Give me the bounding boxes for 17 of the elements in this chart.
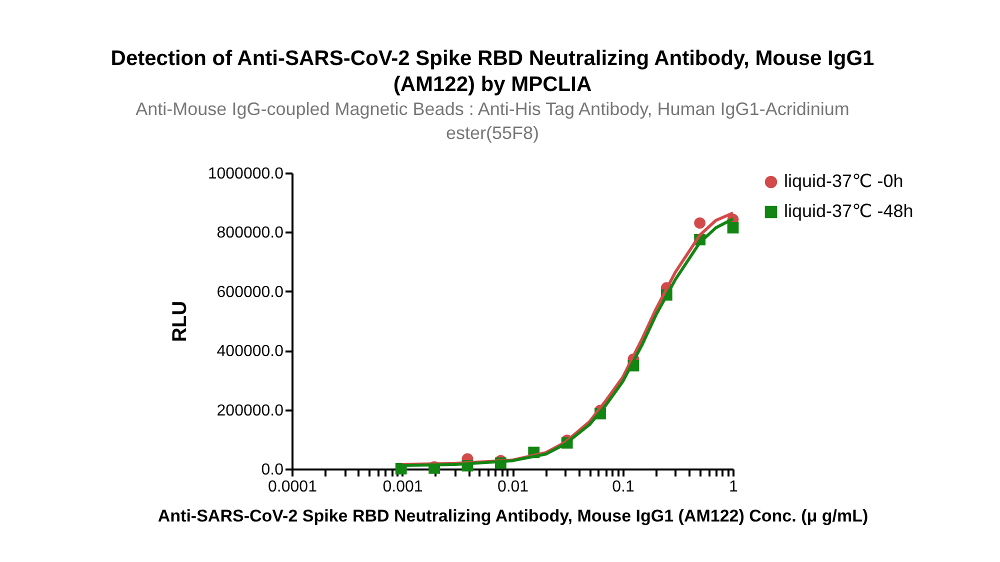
y-tick-label: 0.0	[261, 462, 284, 478]
x-tick-label: 0.01	[497, 478, 529, 496]
y-tick-label: 200000.0	[216, 402, 284, 420]
x-axis-title: Anti-SARS-CoV-2 Spike RBD Neutralizing Antibody, Mouse IgG1 (AM122) Conc. (μ g/mL)	[158, 506, 868, 526]
legend-label: liquid-37℃ -48h	[784, 201, 914, 221]
chart-title: Detection of Anti-SARS-CoV-2 Spike RBD Neutralizing Antibody, Mouse IgG1 (AM122) by MPCLIA	[110, 47, 875, 96]
y-axis-title: RLU	[168, 300, 191, 342]
x-tick-label: 0.0001	[268, 478, 318, 496]
y-tick-label: 600000.0	[216, 284, 284, 301]
legend-label: liquid-37℃ -0h	[784, 171, 904, 191]
chart-subtitle: Anti-Mouse IgG-coupled Magnetic Beads : Anti-His Tag Antibody, Human IgG1-Acridinium ester(55F8)	[136, 99, 850, 143]
y-tick-label: 1000000.0	[208, 166, 284, 182]
y-tick-label: 800000.0	[216, 224, 284, 242]
x-tick-label: 0.1	[612, 478, 634, 496]
y-tick-label: 400000.0	[216, 343, 284, 360]
x-tick-label: 1	[729, 478, 738, 496]
x-tick-label: 0.001	[382, 478, 423, 496]
